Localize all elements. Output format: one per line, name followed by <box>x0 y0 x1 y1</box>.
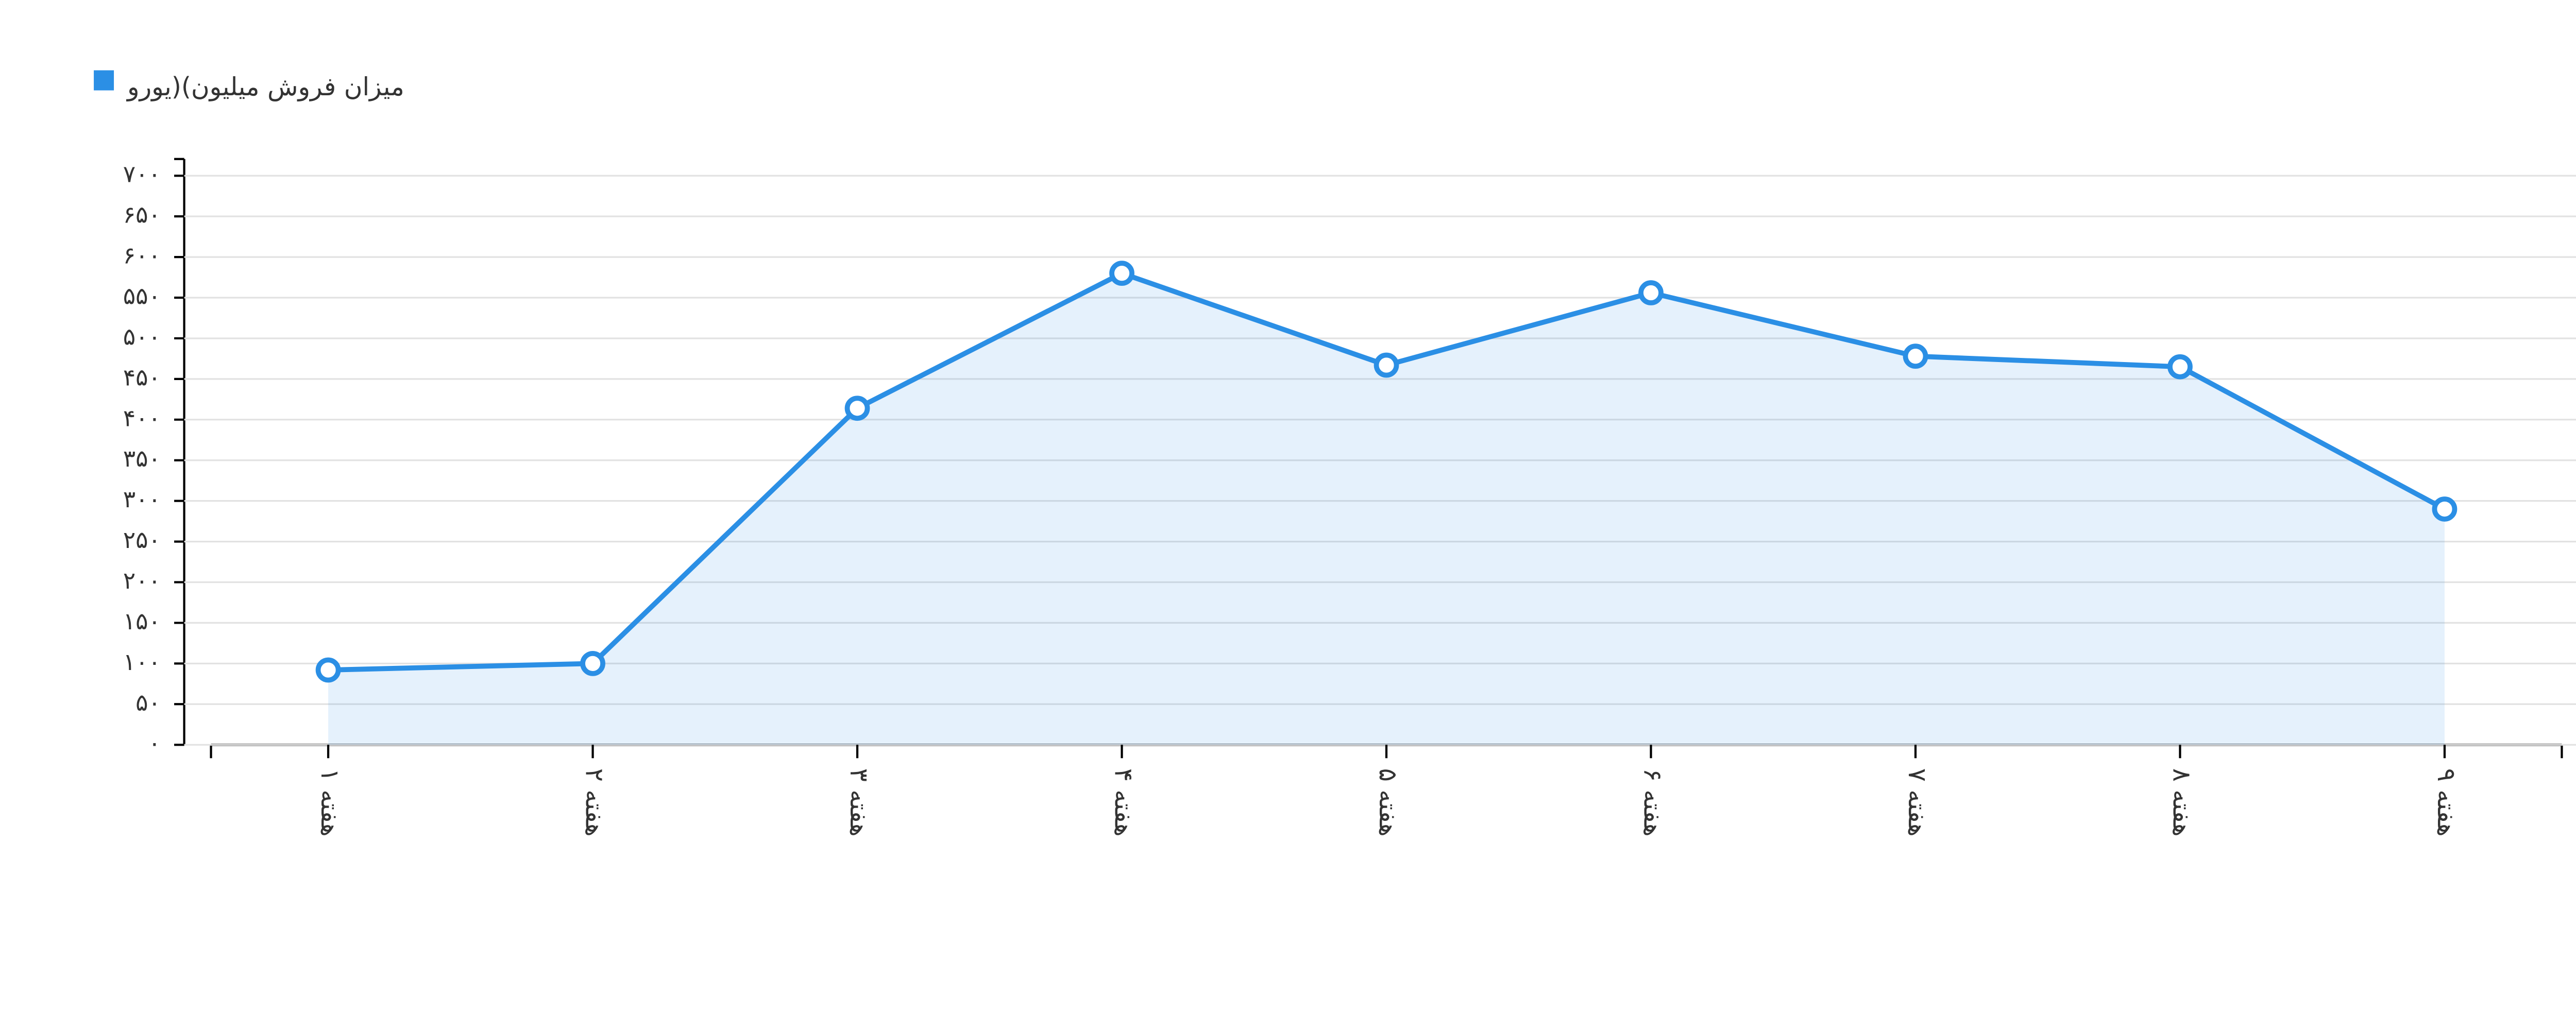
area <box>328 273 2445 745</box>
y-tick-label: ۶۰۰ <box>123 242 161 269</box>
point <box>1638 280 1664 305</box>
x-tick-label: هفته ۹ <box>2432 768 2461 837</box>
y-tick-label: ۵۰۰ <box>123 323 161 350</box>
y-tick-label: ۴۰۰ <box>123 404 161 432</box>
point <box>2167 354 2193 380</box>
y-tick-label: ۰ <box>148 730 161 757</box>
y-tick-label: ۵۰ <box>135 689 161 716</box>
point <box>2432 496 2458 522</box>
y-tick-label: ۲۵۰ <box>123 526 161 554</box>
x-tick-label: هفته ۳ <box>844 768 873 837</box>
y-tick-label: ۱۰۰ <box>123 648 161 676</box>
point <box>1109 261 1134 286</box>
x-tick-label: هفته ۵ <box>1374 768 1402 837</box>
y-tick-label: ۱۵۰ <box>123 608 161 635</box>
y-tick-label: ۷۰۰ <box>123 161 161 188</box>
legend-swatch <box>94 70 114 91</box>
y-tick-label: ۳۰۰ <box>123 486 161 513</box>
x-tick-label: هفته ۸ <box>2167 768 2196 837</box>
y-tick-label: ۶۵۰ <box>123 201 161 229</box>
x-tick-label: هفته ۱ <box>315 768 344 837</box>
x-tick-label: هفته ۷ <box>1903 768 1931 837</box>
y-tick-label: ۲۰۰ <box>123 567 161 594</box>
point <box>315 657 341 683</box>
y-tick-label: ۵۵۰ <box>123 283 161 310</box>
legend-label: میزان فروش میلیون)(یورو <box>126 73 404 101</box>
x-tick-label: هفته ۲ <box>580 768 609 837</box>
x-tick-label: هفته ۴ <box>1109 768 1138 837</box>
y-tick-label: ۴۵۰ <box>123 364 161 391</box>
y-tick-label: ۳۵۰ <box>123 445 161 472</box>
point <box>1903 344 1928 369</box>
point <box>1374 352 1399 378</box>
point <box>844 396 870 421</box>
point <box>580 650 605 676</box>
x-tick-label: هفته ۶ <box>1638 768 1667 837</box>
